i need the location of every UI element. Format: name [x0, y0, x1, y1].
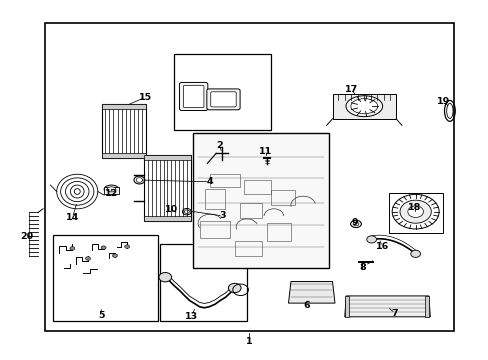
Bar — [388, 193, 442, 233]
Bar — [104, 187, 119, 194]
Bar — [173, 54, 271, 130]
Circle shape — [366, 236, 376, 243]
Bar — [102, 153, 145, 158]
Text: 14: 14 — [65, 213, 79, 222]
Bar — [45, 23, 453, 331]
Bar — [160, 244, 246, 321]
Text: 7: 7 — [391, 309, 398, 318]
Text: 18: 18 — [407, 202, 421, 211]
Ellipse shape — [107, 187, 116, 192]
Text: 19: 19 — [436, 97, 450, 106]
Text: 16: 16 — [375, 242, 388, 251]
Bar — [271, 190, 294, 205]
Circle shape — [407, 206, 423, 217]
Bar — [424, 296, 428, 317]
Ellipse shape — [350, 99, 377, 114]
Circle shape — [70, 247, 75, 250]
Bar — [266, 223, 290, 241]
Bar — [144, 155, 190, 221]
Polygon shape — [344, 296, 429, 317]
FancyBboxPatch shape — [183, 85, 203, 108]
Text: 17: 17 — [344, 85, 357, 94]
Bar — [344, 296, 348, 317]
Circle shape — [101, 246, 106, 249]
Bar — [144, 216, 190, 221]
Bar — [210, 174, 239, 187]
Bar — [102, 104, 145, 158]
Text: 5: 5 — [98, 310, 104, 320]
Circle shape — [410, 250, 420, 257]
Text: 6: 6 — [303, 301, 310, 310]
Text: 2: 2 — [215, 141, 222, 150]
Text: 9: 9 — [351, 218, 358, 227]
Ellipse shape — [346, 96, 382, 117]
Bar — [234, 241, 261, 256]
Polygon shape — [332, 94, 395, 119]
Text: 11: 11 — [259, 147, 272, 156]
Text: 4: 4 — [206, 177, 213, 186]
Text: 1: 1 — [245, 338, 252, 346]
Text: 3: 3 — [219, 211, 226, 220]
Bar — [239, 203, 261, 218]
Bar — [244, 180, 271, 194]
Bar — [144, 155, 190, 160]
Bar — [205, 189, 224, 209]
Polygon shape — [288, 282, 334, 303]
Circle shape — [228, 283, 241, 293]
Text: 15: 15 — [139, 93, 152, 102]
Circle shape — [399, 200, 430, 223]
Text: 13: 13 — [185, 311, 198, 320]
Bar — [193, 133, 328, 268]
FancyBboxPatch shape — [206, 89, 240, 110]
Bar — [102, 104, 145, 109]
FancyBboxPatch shape — [179, 82, 207, 111]
Bar — [53, 235, 158, 321]
Bar — [200, 221, 229, 238]
Circle shape — [124, 245, 129, 248]
Text: 20: 20 — [20, 233, 33, 241]
Circle shape — [112, 254, 117, 257]
Text: 12: 12 — [104, 189, 118, 198]
Ellipse shape — [104, 185, 119, 194]
Circle shape — [85, 257, 90, 260]
FancyBboxPatch shape — [210, 92, 236, 107]
Circle shape — [159, 273, 171, 282]
Text: 8: 8 — [359, 263, 366, 271]
Text: 10: 10 — [164, 205, 177, 214]
